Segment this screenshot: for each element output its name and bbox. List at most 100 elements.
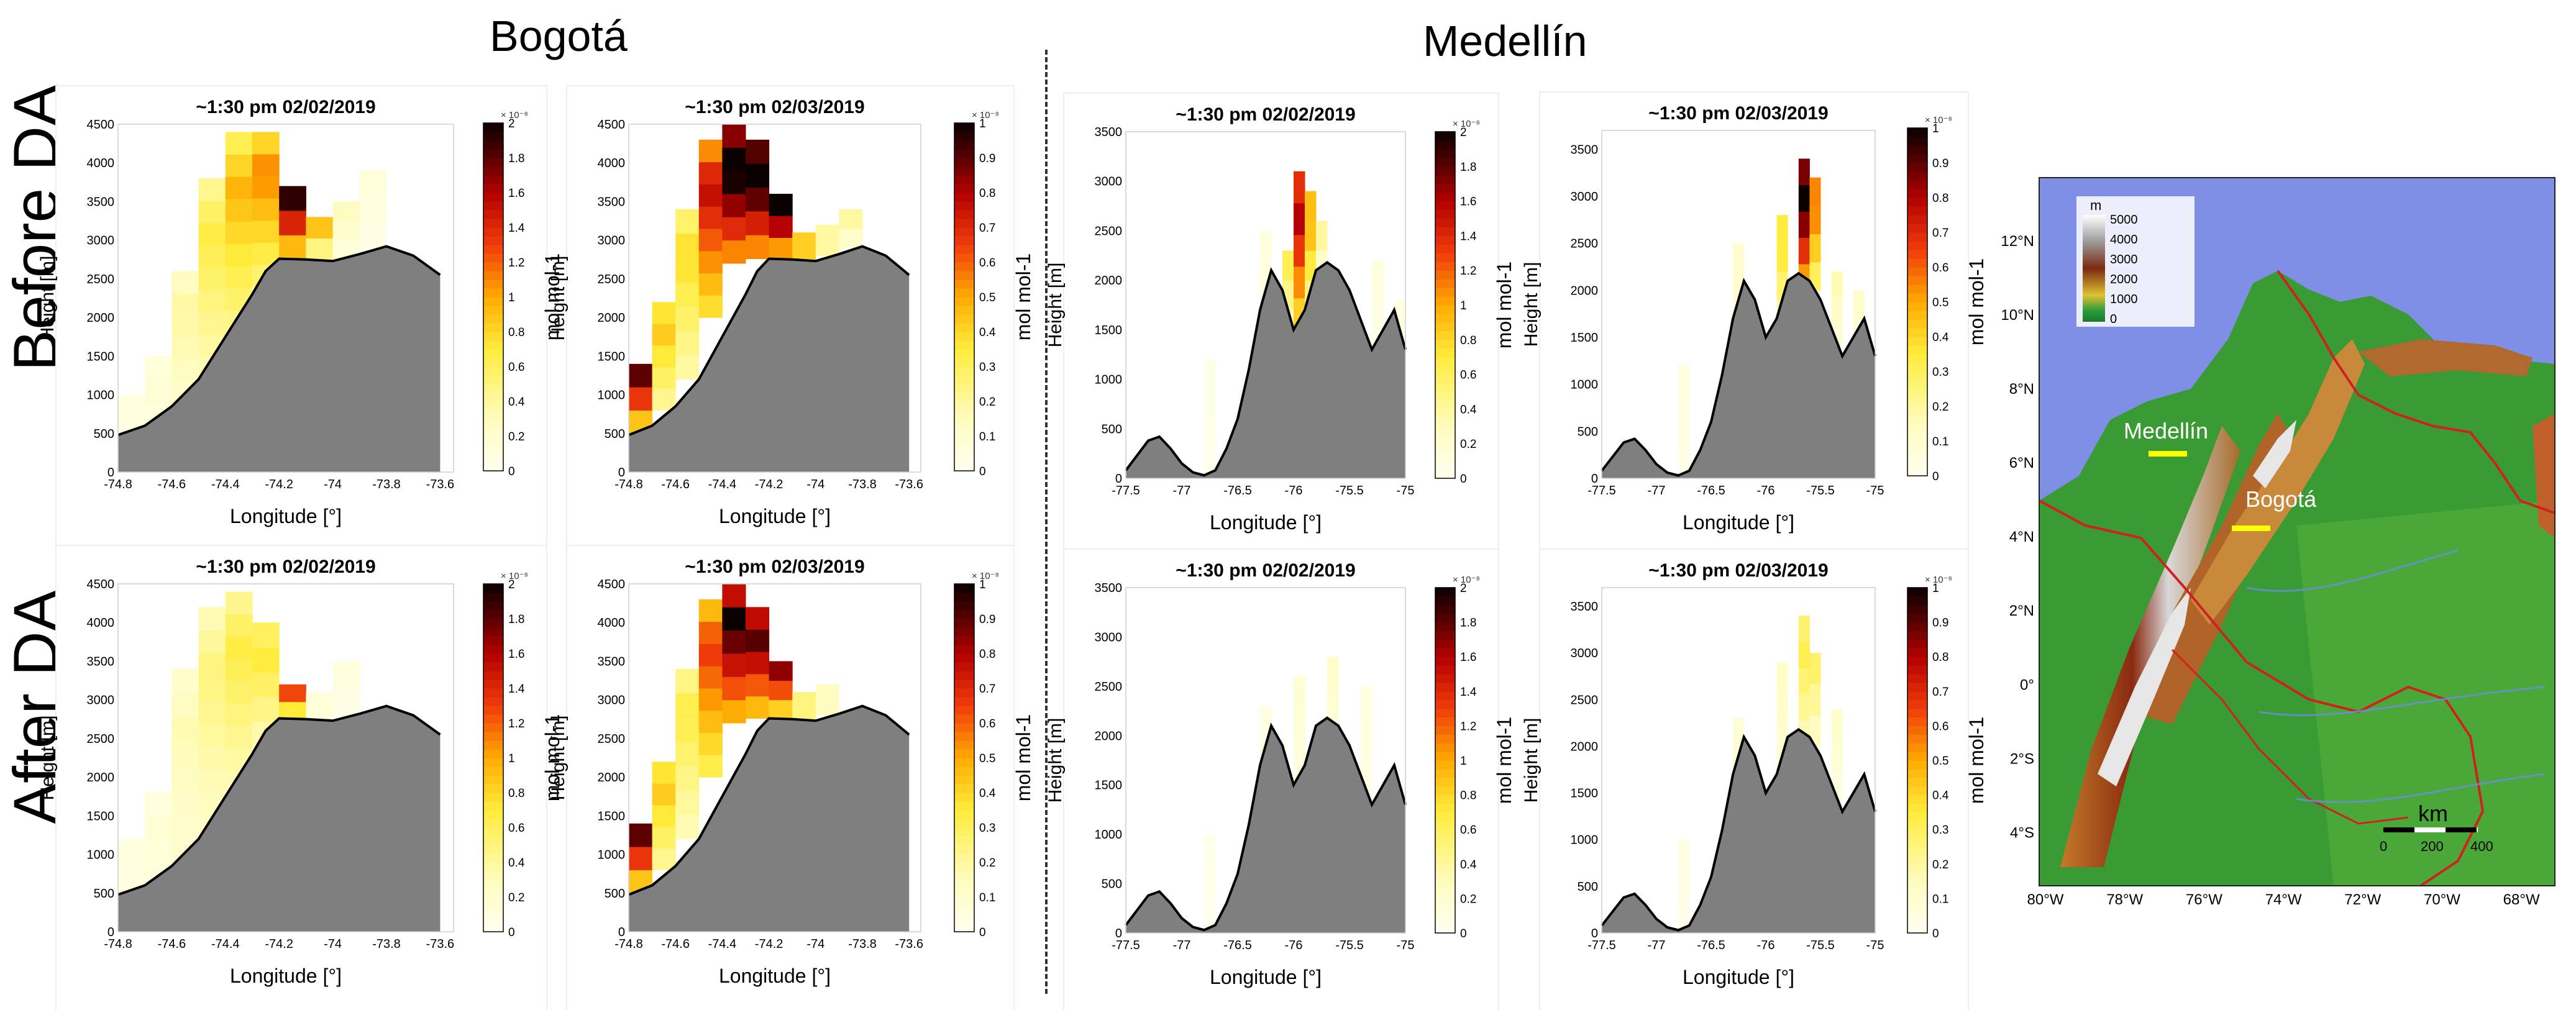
plume-cell (1678, 365, 1690, 394)
colorbar-tick-label: 0.2 (979, 396, 995, 409)
colorbar-segment (483, 349, 503, 358)
colorbar-segment (1907, 794, 1927, 804)
plume-cell (198, 769, 226, 793)
plume-cell (1831, 740, 1843, 772)
colorbar-segment (954, 853, 974, 863)
plume-cell (629, 823, 653, 847)
colorbar-segment (1435, 365, 1455, 375)
x-axis-label: Longitude [°] (1683, 511, 1794, 534)
colorbar-tick-label: 0 (1460, 473, 1467, 486)
y-tick-label: 4500 (87, 578, 115, 591)
colorbar-segment (1907, 441, 1927, 450)
colorbar-segment (954, 645, 974, 654)
map-legend-title: m (2090, 198, 2101, 213)
colorbar-tick-label: 0 (979, 465, 986, 478)
x-tick-label: -75 (1866, 939, 1884, 952)
plume-cell (279, 210, 306, 235)
y-tick-label: 2000 (1571, 284, 1599, 298)
y-tick-label: 0 (107, 926, 114, 939)
colorbar-segment (954, 662, 974, 671)
plume-cell (1327, 657, 1339, 690)
y-tick-label: 2000 (598, 311, 626, 325)
terrain-line (1601, 727, 1876, 932)
colorbar-tick-label: 0 (1932, 927, 1939, 940)
plume-cell (171, 813, 199, 838)
map-border-south (2171, 648, 2409, 825)
x-axis-label: Longitude [°] (719, 505, 831, 527)
plume-cell (171, 668, 199, 694)
plume-cell (225, 681, 253, 704)
colorbar-tick-label: 0.1 (1932, 435, 1948, 448)
colorbar-exponent: × 10⁻⁸ (972, 571, 999, 581)
plume-cell (225, 636, 253, 659)
colorbar-tick-label: 0.9 (979, 613, 995, 626)
plume-cell (698, 755, 723, 778)
plume-cell (698, 273, 723, 296)
y-tick-label: 500 (94, 887, 114, 901)
map-legend-tick: 0 (2110, 312, 2117, 326)
plume-cell (652, 848, 676, 870)
plume-cell (722, 240, 746, 264)
map-lon-tick: 78°W (2106, 891, 2143, 908)
colorbar-segment (954, 610, 974, 619)
colorbar-tick-label: 0.6 (1932, 720, 1948, 733)
x-tick-label: -74 (806, 478, 824, 491)
plume-cell (769, 194, 793, 216)
colorbar-segment (954, 193, 974, 202)
plume-cell (225, 591, 253, 614)
colorbar-tick-label: 0.1 (1932, 893, 1948, 906)
colorbar-frame (954, 122, 975, 471)
colorbar-segment (483, 375, 503, 384)
colorbar-segment (1907, 648, 1927, 657)
plume-cell (1361, 686, 1372, 717)
plume-cell (675, 306, 700, 331)
colorbar-label: mol mol-1 (541, 714, 564, 801)
y-tick-label: 2500 (1095, 680, 1123, 694)
colorbar-segment (1435, 916, 1455, 925)
colorbar-label: mol mol-1 (1012, 253, 1035, 340)
colorbar-segment (1907, 863, 1927, 873)
x-tick-label: -77.5 (1587, 484, 1616, 498)
plume-cell (722, 630, 746, 654)
colorbar-segment (954, 836, 974, 845)
colorbar-exponent: × 10⁻⁸ (1453, 119, 1480, 129)
colorbar-segment (1435, 674, 1455, 683)
colorbar-segment (1435, 794, 1455, 804)
plume-cell (118, 862, 145, 886)
x-tick-label: -74.6 (661, 478, 690, 491)
y-tick-label: 2500 (1095, 224, 1123, 238)
plume-cell (171, 337, 199, 360)
colorbar-segment (483, 688, 503, 698)
plume-cell (279, 684, 306, 703)
colorbar-segment (1435, 622, 1455, 632)
colorbar-tick-label: 1 (979, 117, 986, 130)
x-tick-label: -76.5 (1697, 939, 1725, 952)
colorbar-segment (483, 732, 503, 741)
plume-cell (698, 250, 723, 274)
plume-cell (198, 178, 226, 201)
y-tick-label: 3000 (87, 694, 115, 707)
colorbar-segment (483, 140, 503, 150)
map-lat-tick: 4°S (2010, 824, 2034, 841)
x-tick-label: -76 (1757, 939, 1775, 952)
colorbar-segment (483, 366, 503, 376)
y-axis-label: Height [m] (37, 256, 58, 341)
plume-cell (225, 658, 253, 681)
plume-cell (171, 693, 199, 717)
colorbar-segment (954, 671, 974, 680)
plume-cell (815, 224, 839, 257)
plume-cell (652, 324, 676, 346)
colorbar-segment (1435, 821, 1455, 830)
colorbar-segment (483, 288, 503, 298)
x-tick-label: -76 (1757, 484, 1775, 498)
plume-cell (675, 668, 700, 694)
colorbar-frame (483, 583, 504, 932)
colorbar-segment (483, 923, 503, 932)
y-tick-label: 500 (1578, 880, 1598, 894)
colorbar-segment (483, 271, 503, 280)
plume-cell (171, 741, 199, 766)
colorbar-segment (1907, 657, 1927, 666)
y-tick-label: 1500 (1571, 331, 1599, 345)
colorbar-tick-label: 0.4 (1460, 403, 1477, 416)
plume-cell (145, 356, 172, 380)
